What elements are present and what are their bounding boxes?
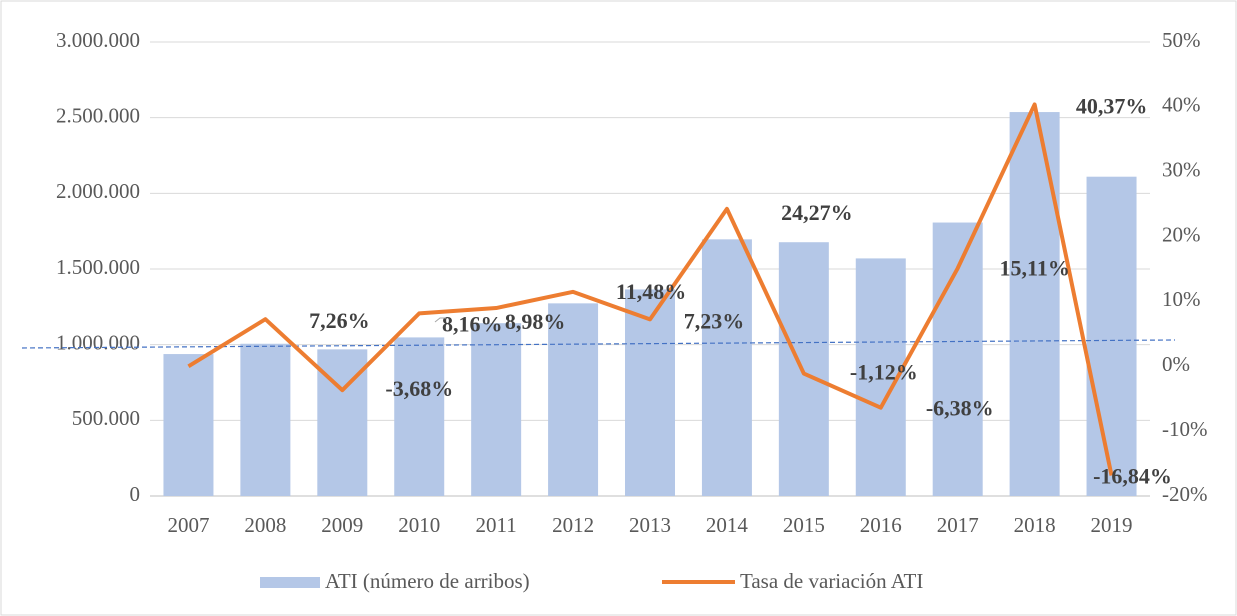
x-tick-label: 2007	[167, 513, 209, 537]
data-label: -3,68%	[385, 376, 453, 401]
y-tick-label: 2.500.000	[56, 103, 140, 127]
data-label: 8,16%	[442, 311, 503, 336]
y-tick-label: 2.000.000	[56, 179, 140, 203]
legend-label: ATI (número de arribos)	[325, 569, 530, 593]
x-tick-label: 2010	[398, 513, 440, 537]
data-label: -16,84%	[1093, 464, 1172, 489]
data-label: 7,23%	[684, 308, 745, 333]
line	[187, 102, 1114, 476]
bar	[548, 303, 599, 496]
bar	[1086, 176, 1137, 497]
x-tick-label: 2013	[629, 513, 671, 537]
bar	[932, 222, 983, 497]
x-tick-label: 2017	[937, 513, 979, 537]
bar	[701, 239, 752, 496]
y-tick-label: 1.000.000	[56, 330, 140, 354]
legend-swatch	[260, 577, 320, 588]
data-label: 24,27%	[781, 200, 853, 225]
y-tick-label: 1.500.000	[56, 255, 140, 279]
data-label: 15,11%	[1000, 255, 1070, 280]
data-label: 7,26%	[309, 308, 370, 333]
y2-tick-label: 50%	[1162, 28, 1201, 52]
bar	[394, 337, 445, 496]
data-label: 40,37%	[1076, 94, 1148, 119]
data-label: 11,48%	[616, 279, 686, 304]
x-tick-label: 2009	[321, 513, 363, 537]
x-tick-label: 2018	[1014, 513, 1056, 537]
bar	[471, 323, 522, 496]
x-tick-label: 2008	[244, 513, 286, 537]
data-label: -1,12%	[850, 360, 918, 385]
y-tick-label: 500.000	[72, 406, 140, 430]
y2-tick-label: 40%	[1162, 93, 1201, 117]
bar	[240, 343, 291, 496]
bar	[163, 354, 214, 496]
data-label: -6,38%	[926, 396, 994, 421]
bar	[1009, 112, 1060, 497]
x-tick-label: 2012	[552, 513, 594, 537]
bar	[625, 289, 675, 496]
y2-tick-label: 20%	[1162, 222, 1201, 246]
y2-tick-label: -10%	[1162, 417, 1208, 441]
data-label: 8,98%	[505, 309, 566, 334]
trendline	[21, 339, 1176, 349]
x-tick-label: 2016	[860, 513, 902, 537]
y-tick-label: 3.000.000	[56, 28, 140, 52]
legend-label: Tasa de variación ATI	[740, 569, 923, 593]
x-tick-label: 2011	[476, 513, 517, 537]
y2-tick-label: 30%	[1162, 158, 1201, 182]
y2-tick-label: 0%	[1162, 352, 1190, 376]
leader-line	[434, 317, 446, 323]
x-tick-label: 2015	[783, 513, 825, 537]
y-tick-label: 0	[130, 482, 141, 506]
x-tick-label: 2019	[1091, 513, 1133, 537]
y2-tick-label: 10%	[1162, 287, 1201, 311]
x-tick-label: 2014	[706, 513, 749, 537]
y2-tick-label: -20%	[1162, 482, 1208, 506]
